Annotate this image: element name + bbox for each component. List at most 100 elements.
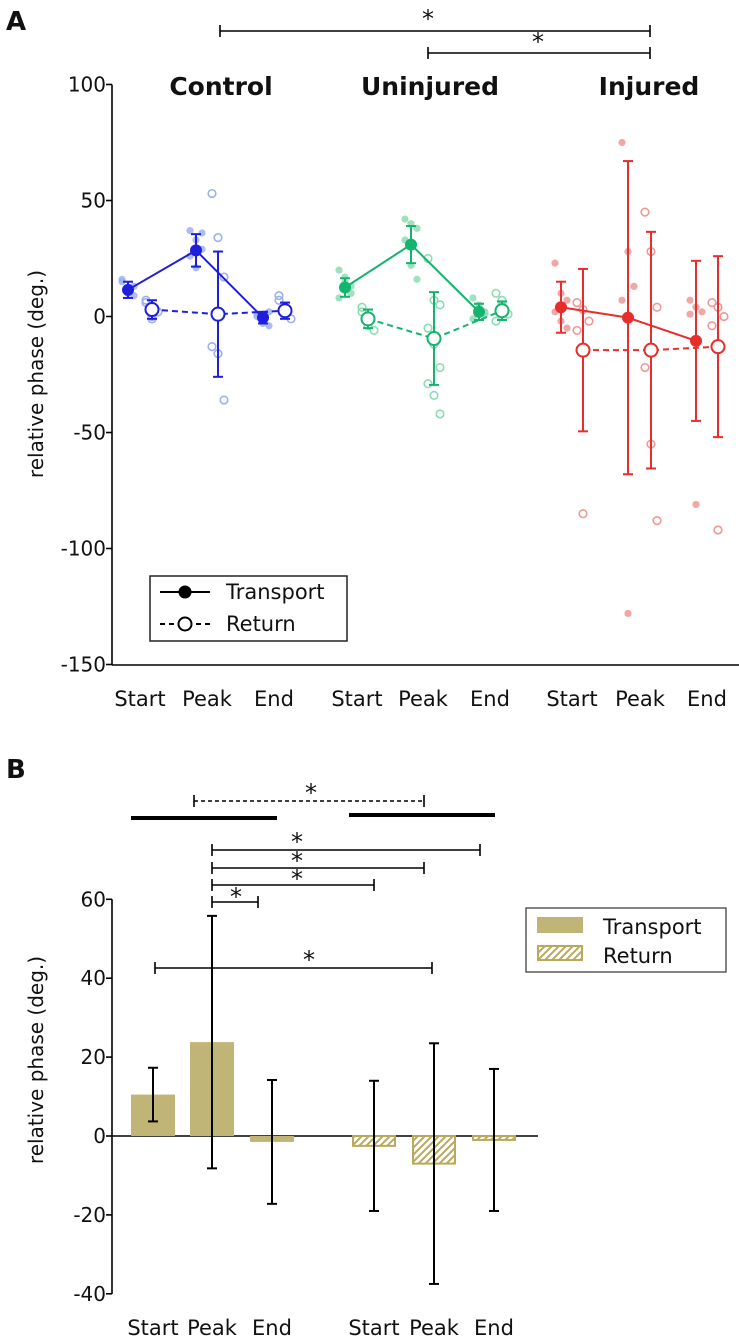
return-individual-point: [357, 302, 367, 312]
legend-return-marker: [177, 616, 193, 632]
return-individual-point: [207, 342, 217, 352]
x-category-label: End: [252, 1316, 292, 1339]
return-mean-marker: [360, 311, 376, 327]
group-injured: Start Peak End: [546, 138, 729, 711]
return-individual-point: [640, 207, 650, 217]
group-title-control: Control: [169, 72, 272, 101]
x-category-label: Start: [546, 687, 597, 711]
x-category-label: End: [687, 687, 727, 711]
return-individual-point: [584, 316, 594, 326]
return-individual-point: [572, 297, 582, 308]
y-tick-label: -100: [61, 537, 106, 561]
legend-transport-label: Transport: [225, 580, 325, 604]
return-individual-point: [578, 509, 588, 519]
transport-individual-point: [624, 609, 632, 618]
x-category-label: Peak: [187, 1316, 238, 1339]
y-tick-label: 100: [68, 73, 106, 97]
transport-individual-point: [563, 296, 571, 304]
x-category-label: End: [254, 687, 294, 711]
x-category-label: Peak: [182, 687, 233, 711]
legend-transport-swatch: [537, 917, 583, 933]
x-category-label: Peak: [409, 1316, 460, 1339]
y-tick-label: 40: [81, 966, 106, 990]
group-uninjured: Start Peak End: [331, 215, 513, 711]
transport-mean-marker: [339, 281, 351, 294]
x-category-label: Start: [348, 1316, 399, 1339]
legend-transport-label: Transport: [602, 915, 702, 939]
significance-star: *: [532, 28, 544, 56]
x-category-label: End: [474, 1316, 514, 1339]
transport-individual-point: [469, 294, 477, 302]
transport-mean-marker: [122, 283, 134, 296]
return-mean-line: [583, 345, 719, 352]
transport-individual-point: [186, 227, 194, 235]
x-category-label: End: [470, 687, 510, 711]
return-individual-point: [491, 288, 501, 298]
group-title-uninjured: Uninjured: [361, 72, 499, 101]
transport-individual-point: [692, 500, 700, 509]
significance-star: *: [305, 779, 317, 807]
return-mean-marker: [210, 306, 226, 322]
y-tick-label: -20: [73, 1203, 106, 1227]
transport-individual-point: [413, 275, 421, 283]
return-mean-marker: [575, 342, 591, 358]
return-individual-point: [572, 325, 582, 336]
panel-b-label: B: [6, 755, 26, 785]
transport-mean-marker: [405, 238, 417, 251]
group-title-injured: Injured: [599, 72, 700, 101]
return-individual-point: [707, 321, 717, 331]
return-individual-point: [423, 323, 433, 333]
return-mean-marker: [643, 342, 659, 358]
transport-individual-point: [335, 266, 343, 274]
transport-mean-marker: [473, 305, 485, 318]
transport-individual-point: [335, 294, 343, 302]
y-tick-label: 0: [93, 1124, 106, 1148]
y-tick-label: 50: [81, 189, 106, 213]
transport-individual-point: [686, 296, 694, 304]
return-individual-point: [429, 390, 439, 400]
significance-star: *: [422, 5, 434, 33]
return-individual-point: [652, 302, 662, 312]
significance-star: *: [291, 865, 303, 893]
x-category-label: Peak: [398, 687, 449, 711]
return-mean-marker: [710, 339, 726, 355]
return-individual-point: [491, 316, 501, 326]
panel-a-y-axis-label: relative phase (deg.): [24, 270, 48, 478]
return-individual-point: [719, 311, 729, 322]
return-individual-point: [219, 272, 229, 282]
return-mean-marker: [277, 303, 293, 319]
x-category-label: Start: [114, 687, 165, 711]
significance-star: *: [230, 883, 242, 911]
transport-mean-marker: [257, 311, 269, 324]
return-individual-point: [435, 362, 445, 373]
return-individual-point: [435, 300, 445, 310]
legend-return-label: Return: [226, 612, 296, 636]
transport-individual-point: [551, 259, 559, 267]
transport-individual-point: [618, 138, 626, 147]
transport-individual-point: [630, 282, 638, 290]
return-individual-point: [423, 379, 433, 389]
significance-star: *: [291, 847, 303, 875]
legend-return-swatch: [537, 945, 583, 961]
return-individual-point: [219, 395, 229, 405]
return-mean-line: [367, 309, 503, 340]
chart-panel-a: 100 50 0 -50 -100 -150 Start Peak End Start Peak En…: [61, 5, 739, 711]
panel-b-legend: Transport Return: [525, 907, 727, 973]
transport-mean-marker: [622, 311, 634, 324]
return-individual-point: [207, 188, 217, 199]
panel-a-label: A: [6, 7, 26, 37]
transport-individual-point: [563, 324, 571, 332]
series-transport: Start Peak End: [127, 914, 294, 1339]
return-individual-point: [435, 409, 445, 419]
x-category-label: Start: [331, 687, 382, 711]
significance-star: *: [291, 828, 303, 856]
panel-a-legend: Transport Return: [149, 575, 348, 642]
return-individual-point: [274, 295, 284, 305]
legend-return-label: Return: [603, 944, 673, 968]
x-category-label: Start: [127, 1316, 178, 1339]
return-individual-point: [652, 516, 662, 526]
transport-individual-point: [698, 308, 706, 316]
transport-individual-point: [401, 215, 409, 223]
